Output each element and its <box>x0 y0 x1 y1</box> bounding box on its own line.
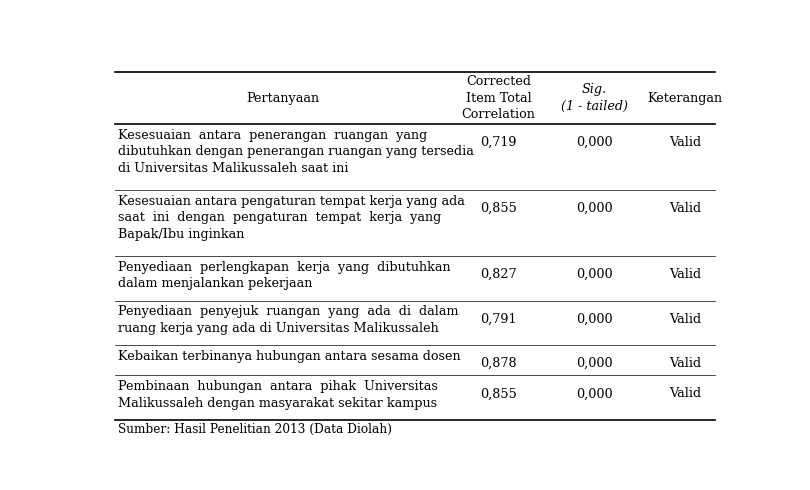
Text: 0,000: 0,000 <box>576 313 612 326</box>
Text: Valid: Valid <box>669 388 701 400</box>
Text: Penyediaan  penyejuk  ruangan  yang  ada  di  dalam
ruang kerja yang ada di Univ: Penyediaan penyejuk ruangan yang ada di … <box>118 305 458 335</box>
Text: Keterangan: Keterangan <box>648 92 723 104</box>
Text: Kesesuaian antara pengaturan tempat kerja yang ada
saat  ini  dengan  pengaturan: Kesesuaian antara pengaturan tempat kerj… <box>118 195 465 241</box>
Text: Kebaikan terbinanya hubungan antara sesama dosen: Kebaikan terbinanya hubungan antara sesa… <box>118 350 461 363</box>
Text: 0,719: 0,719 <box>480 136 517 149</box>
Text: Valid: Valid <box>669 357 701 370</box>
Text: 0,791: 0,791 <box>480 313 517 326</box>
Text: 0,827: 0,827 <box>480 268 517 281</box>
Text: Pembinaan  hubungan  antara  pihak  Universitas
Malikussaleh dengan masyarakat s: Pembinaan hubungan antara pihak Universi… <box>118 380 438 410</box>
Text: 0,000: 0,000 <box>576 136 612 149</box>
Text: 0,000: 0,000 <box>576 388 612 400</box>
Text: Kesesuaian  antara  penerangan  ruangan  yang
dibutuhkan dengan penerangan ruang: Kesesuaian antara penerangan ruangan yan… <box>118 128 474 175</box>
Text: 0,855: 0,855 <box>480 388 517 400</box>
Text: 0,000: 0,000 <box>576 202 612 215</box>
Text: Pertanyaan: Pertanyaan <box>246 92 320 104</box>
Text: 0,878: 0,878 <box>480 357 517 370</box>
Text: 0,000: 0,000 <box>576 357 612 370</box>
Text: Valid: Valid <box>669 202 701 215</box>
Text: Valid: Valid <box>669 268 701 281</box>
Text: Valid: Valid <box>669 136 701 149</box>
Text: 0,000: 0,000 <box>576 268 612 281</box>
Text: Sumber: Hasil Penelitian 2013 (Data Diolah): Sumber: Hasil Penelitian 2013 (Data Diol… <box>118 423 392 436</box>
Text: Valid: Valid <box>669 313 701 326</box>
Text: Penyediaan  perlengkapan  kerja  yang  dibutuhkan
dalam menjalankan pekerjaan: Penyediaan perlengkapan kerja yang dibut… <box>118 261 451 291</box>
Text: 0,855: 0,855 <box>480 202 517 215</box>
Text: Sig.
(1 - tailed): Sig. (1 - tailed) <box>561 83 628 113</box>
Text: Corrected
Item Total
Correlation: Corrected Item Total Correlation <box>462 75 535 121</box>
